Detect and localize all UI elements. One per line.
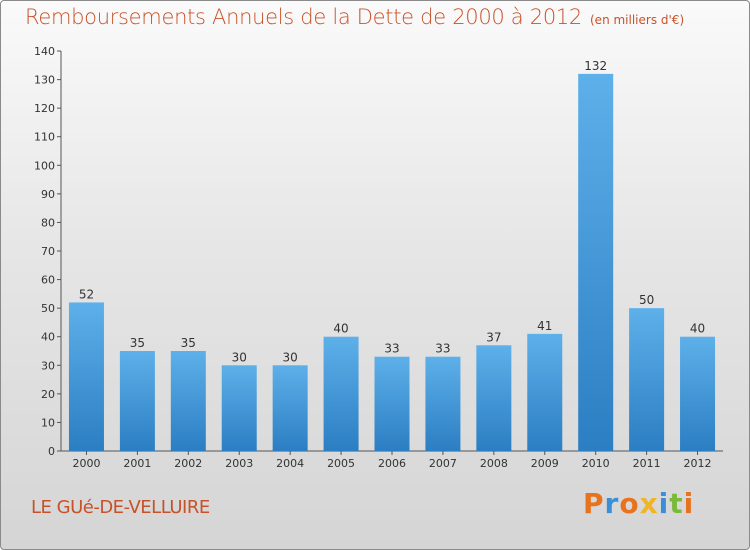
y-tick-label: 40 [41, 331, 55, 344]
logo-letter: i [683, 487, 695, 520]
chart-title: Remboursements Annuels de la Dette de 20… [25, 5, 582, 29]
y-tick-label: 100 [34, 159, 55, 172]
x-tick-label: 2011 [633, 457, 661, 470]
x-tick-label: 2012 [684, 457, 712, 470]
bar [629, 308, 665, 451]
data-label: 40 [333, 322, 348, 336]
x-tick-label: 2006 [378, 457, 406, 470]
bar [68, 302, 104, 451]
data-label: 33 [384, 342, 399, 356]
y-tick-label: 90 [41, 188, 55, 201]
y-tick-label: 10 [41, 416, 55, 429]
bar [170, 351, 206, 451]
x-tick-label: 2000 [72, 457, 100, 470]
y-tick-label: 110 [34, 131, 55, 144]
y-tick-label: 120 [34, 102, 55, 115]
y-tick-label: 130 [34, 74, 55, 87]
bar [680, 336, 716, 451]
x-tick-label: 2003 [225, 457, 253, 470]
chart-unit: (en milliers d'€) [590, 13, 685, 27]
logo-letter: o [619, 487, 640, 520]
bar [221, 365, 257, 451]
chart-title-block: Remboursements Annuels de la Dette de 20… [25, 5, 684, 29]
data-label: 52 [79, 287, 94, 301]
x-tick-label: 2010 [582, 457, 610, 470]
y-tick-label: 80 [41, 216, 55, 229]
bar [578, 73, 614, 451]
y-tick-label: 50 [41, 302, 55, 315]
data-label: 41 [537, 319, 552, 333]
data-label: 35 [130, 336, 145, 350]
data-label: 30 [232, 350, 247, 364]
y-tick-label: 30 [41, 359, 55, 372]
bar [476, 345, 512, 451]
y-tick-label: 20 [41, 388, 55, 401]
x-tick-label: 2001 [123, 457, 151, 470]
x-tick-label: 2008 [480, 457, 508, 470]
data-label: 37 [486, 330, 501, 344]
y-tick-label: 0 [48, 445, 55, 458]
x-tick-label: 2007 [429, 457, 457, 470]
x-tick-label: 2009 [531, 457, 559, 470]
bar [119, 351, 155, 451]
x-tick-label: 2005 [327, 457, 355, 470]
data-label: 40 [690, 322, 705, 336]
logo-letter: i [658, 487, 670, 520]
logo-letter: x [639, 487, 659, 520]
data-label: 30 [283, 350, 298, 364]
bar [425, 356, 461, 451]
bar [527, 333, 563, 451]
data-label: 33 [435, 342, 450, 356]
bar [272, 365, 308, 451]
data-label: 132 [584, 59, 607, 73]
y-tick-label: 140 [34, 45, 55, 58]
data-label: 50 [639, 293, 654, 307]
logo-letter: t [669, 487, 684, 520]
bar [323, 336, 359, 451]
y-tick-label: 60 [41, 274, 55, 287]
data-label: 35 [181, 336, 196, 350]
y-tick-label: 70 [41, 245, 55, 258]
logo-letter: r [604, 487, 620, 520]
x-tick-label: 2004 [276, 457, 304, 470]
x-tick-label: 2002 [174, 457, 202, 470]
bar [374, 356, 410, 451]
logo-letter: P [583, 487, 605, 520]
town-name: LE GUé-DE-VELLUIRE [31, 497, 210, 518]
proxiti-logo[interactable]: Proxiti [583, 487, 694, 520]
